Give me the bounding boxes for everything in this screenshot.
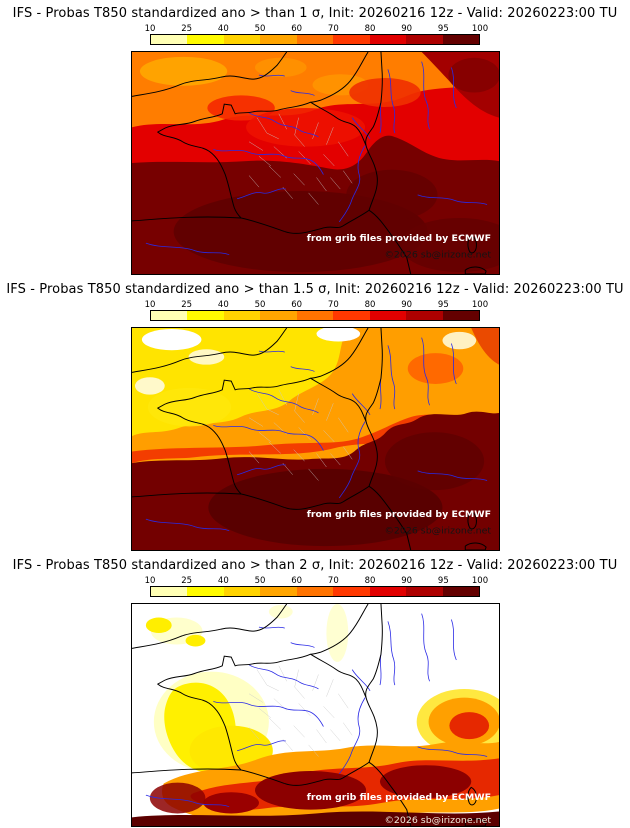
colorbar-scale xyxy=(150,586,480,597)
probability-map-sigma-2: from grib files provided by ECMWF ©2026 … xyxy=(131,604,499,826)
colorbar-tick-labels: 10 25 40 50 60 70 80 90 95 100 xyxy=(145,300,489,310)
colorbar-segment xyxy=(333,587,370,596)
colorbar-tick-labels: 10 25 40 50 60 70 80 90 95 100 xyxy=(145,576,489,586)
colorbar-segment xyxy=(296,311,334,320)
colorbar-tick-label: 50 xyxy=(254,300,266,310)
copyright-text: ©2026 sb@irizone.net xyxy=(384,250,491,261)
colorbar-tick-label: 25 xyxy=(181,300,193,310)
colorbar-tick-label: 70 xyxy=(327,24,339,34)
colorbar-tick-label: 100 xyxy=(471,24,489,34)
colorbar-scale xyxy=(150,34,480,45)
probability-colorbar: 10 25 40 50 60 70 80 90 95 100 xyxy=(145,24,489,45)
colorbar-segment xyxy=(369,311,407,320)
colorbar-tick-label: 100 xyxy=(471,300,489,310)
colorbar-segment xyxy=(296,587,334,596)
colorbar-tick-labels: 10 25 40 50 60 70 80 90 95 100 xyxy=(145,24,489,34)
colorbar-segment xyxy=(442,311,479,320)
panel-sigma-1: IFS - Probas T850 standardized ano > tha… xyxy=(0,0,630,276)
colorbar-tick-label: 10 xyxy=(144,24,156,34)
probability-map-sigma-1-5: from grib files provided by ECMWF ©2026 … xyxy=(131,328,499,550)
probability-map-sigma-1: from grib files provided by ECMWF ©2026 … xyxy=(131,52,499,274)
colorbar-segment xyxy=(223,587,261,596)
colorbar-tick-label: 40 xyxy=(217,576,229,586)
map-sigma-1-5: from grib files provided by ECMWF ©2026 … xyxy=(130,327,500,551)
colorbar-tick-label: 70 xyxy=(327,576,339,586)
colorbar-tick-label: 40 xyxy=(217,300,229,310)
colorbar-tick-label: 25 xyxy=(181,576,193,586)
panel-title: IFS - Probas T850 standardized ano > tha… xyxy=(6,282,624,297)
colorbar-segment xyxy=(369,35,407,44)
colorbar-segment xyxy=(369,587,407,596)
colorbar-segment xyxy=(442,587,479,596)
colorbar-segment xyxy=(333,35,370,44)
colorbar-tick-label: 50 xyxy=(254,24,266,34)
colorbar-tick-label: 95 xyxy=(437,24,449,34)
colorbar-tick-label: 100 xyxy=(471,576,489,586)
colorbar-tick-label: 90 xyxy=(401,300,413,310)
colorbar-segment xyxy=(187,587,224,596)
colorbar-segment xyxy=(187,311,224,320)
colorbar-segment xyxy=(260,35,297,44)
colorbar-segment xyxy=(260,587,297,596)
probability-shading xyxy=(131,52,499,274)
colorbar-segment xyxy=(223,311,261,320)
colorbar-tick-label: 80 xyxy=(364,300,376,310)
probability-colorbar: 10 25 40 50 60 70 80 90 95 100 xyxy=(145,300,489,321)
colorbar-tick-label: 60 xyxy=(291,576,303,586)
colorbar-segment xyxy=(187,35,224,44)
colorbar-tick-label: 10 xyxy=(144,576,156,586)
copyright-text: ©2026 sb@irizone.net xyxy=(384,815,491,826)
panel-title: IFS - Probas T850 standardized ano > tha… xyxy=(12,6,618,21)
colorbar-segment xyxy=(406,311,443,320)
colorbar-segment xyxy=(260,311,297,320)
colorbar-scale xyxy=(150,310,480,321)
colorbar-segment xyxy=(442,35,479,44)
colorbar-segment xyxy=(296,35,334,44)
colorbar-tick-label: 95 xyxy=(437,576,449,586)
panel-sigma-1-5: IFS - Probas T850 standardized ano > tha… xyxy=(0,276,630,552)
copyright-text: ©2026 sb@irizone.net xyxy=(384,526,491,537)
colorbar-tick-label: 95 xyxy=(437,300,449,310)
colorbar-tick-label: 60 xyxy=(291,300,303,310)
colorbar-tick-label: 60 xyxy=(291,24,303,34)
colorbar-tick-label: 90 xyxy=(401,576,413,586)
probability-shading xyxy=(131,328,499,550)
colorbar-segment xyxy=(151,587,188,596)
ecmwf-attribution: from grib files provided by ECMWF xyxy=(306,509,490,520)
colorbar-segment xyxy=(151,35,188,44)
colorbar-segment xyxy=(406,587,443,596)
panel-sigma-2: IFS - Probas T850 standardized ano > tha… xyxy=(0,552,630,828)
colorbar-tick-label: 80 xyxy=(364,576,376,586)
colorbar-tick-label: 80 xyxy=(364,24,376,34)
panel-title: IFS - Probas T850 standardized ano > tha… xyxy=(12,558,618,573)
probability-shading xyxy=(131,604,499,826)
ecmwf-attribution: from grib files provided by ECMWF xyxy=(306,233,490,244)
ecmwf-attribution: from grib files provided by ECMWF xyxy=(306,792,490,803)
colorbar-segment xyxy=(223,35,261,44)
colorbar-tick-label: 90 xyxy=(401,24,413,34)
map-sigma-1: from grib files provided by ECMWF ©2026 … xyxy=(130,51,500,275)
colorbar-segment xyxy=(406,35,443,44)
colorbar-tick-label: 40 xyxy=(217,24,229,34)
colorbar-tick-label: 25 xyxy=(181,24,193,34)
colorbar-tick-label: 70 xyxy=(327,300,339,310)
colorbar-segment xyxy=(151,311,188,320)
map-sigma-2: from grib files provided by ECMWF ©2026 … xyxy=(130,603,500,827)
probability-colorbar: 10 25 40 50 60 70 80 90 95 100 xyxy=(145,576,489,597)
colorbar-tick-label: 50 xyxy=(254,576,266,586)
colorbar-segment xyxy=(333,311,370,320)
colorbar-tick-label: 10 xyxy=(144,300,156,310)
